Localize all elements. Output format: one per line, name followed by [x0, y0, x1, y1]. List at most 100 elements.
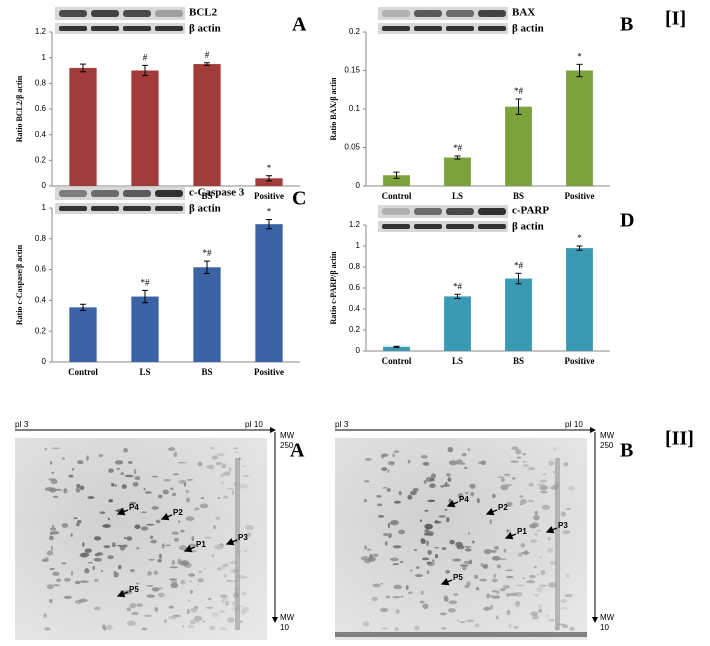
gel-spot — [52, 571, 60, 576]
error-bar — [454, 155, 461, 160]
gel-spot — [464, 466, 468, 470]
y-tick-label: 0.8 — [35, 78, 47, 87]
panel-label: B — [620, 14, 633, 36]
gel-spot — [508, 623, 512, 629]
gel-spot — [505, 569, 514, 572]
gel-spot — [56, 578, 62, 583]
gel-spot — [381, 467, 388, 472]
spot-arrow — [183, 544, 196, 553]
mw-label: MW — [600, 613, 615, 622]
gel-spot — [168, 578, 178, 581]
significance-label: *# — [453, 281, 463, 291]
gel-spot — [114, 484, 117, 487]
gel-spot — [240, 610, 247, 615]
gel-spot — [63, 488, 68, 494]
gel-spot — [475, 587, 480, 591]
gel-spot — [416, 566, 420, 569]
gel-spot — [559, 607, 568, 610]
gel-spot — [107, 517, 110, 521]
gel-spot — [539, 485, 549, 491]
gel-spot — [500, 484, 509, 491]
blot-band — [414, 10, 442, 17]
gel-spot — [140, 526, 149, 531]
gel-spot — [226, 617, 235, 623]
bar — [505, 106, 532, 186]
gel-spot — [136, 603, 143, 607]
blot-band — [91, 26, 119, 31]
bar — [383, 346, 410, 351]
spot-arrow — [440, 577, 453, 586]
gel-spot — [190, 589, 193, 594]
significance-label: *# — [514, 260, 524, 270]
gel-spot — [393, 450, 400, 453]
bar — [69, 67, 97, 186]
gel-spot — [506, 529, 509, 533]
gel-spot — [158, 592, 165, 598]
spot-arrow — [160, 512, 173, 521]
gel-spot — [123, 537, 127, 539]
significance-label: * — [577, 233, 582, 243]
gel-spot — [198, 570, 202, 574]
blot-band — [414, 208, 442, 215]
blot-band — [446, 10, 474, 17]
gel-spot — [50, 545, 54, 552]
bar — [444, 157, 471, 186]
gel-spot — [372, 583, 381, 588]
y-tick-label: 0.6 — [35, 104, 47, 113]
gel-spot — [191, 536, 195, 542]
mw-label: MW — [280, 431, 295, 440]
gel-spot — [221, 564, 226, 570]
bar — [131, 296, 159, 362]
gel-spot — [518, 552, 523, 557]
gel-spot — [78, 598, 88, 603]
gel-spot — [393, 584, 402, 590]
gel-edge — [335, 632, 587, 637]
y-tick-label: 0.8 — [349, 262, 361, 271]
gel-spot — [363, 480, 370, 483]
gel-spot — [77, 460, 84, 465]
gel-spot — [142, 627, 147, 631]
gel-spot — [519, 503, 523, 506]
gel-spot — [563, 462, 569, 467]
gel-spot — [107, 555, 114, 560]
gel-spot — [414, 574, 423, 578]
gel-spot — [197, 461, 203, 467]
blot-background — [55, 7, 185, 20]
spot-arrow — [116, 589, 129, 598]
gel-spot — [464, 584, 470, 589]
gel-spot — [73, 517, 78, 520]
y-axis-label: Ratio BAX/β actin — [329, 77, 338, 140]
gel-spot — [566, 573, 570, 579]
gel-spot — [143, 614, 152, 617]
gel-spot — [111, 482, 115, 487]
gel-spot — [229, 561, 237, 565]
gel-spot — [141, 511, 147, 514]
gel-spot — [70, 533, 73, 537]
blot-background — [55, 23, 185, 34]
x-tick-label: BS — [513, 356, 524, 366]
gel-spot — [100, 569, 103, 573]
blot-band — [59, 10, 87, 17]
gel-spot — [171, 492, 177, 497]
gel-spot — [245, 532, 252, 538]
gel-spot — [426, 540, 429, 547]
gel-spot — [113, 572, 119, 578]
part-label: [I] — [665, 8, 686, 30]
gel-spot — [53, 584, 60, 587]
gel-spot — [506, 609, 511, 616]
gel-spot — [434, 546, 440, 549]
gel-spot — [378, 514, 385, 518]
x-tick-label: BS — [201, 191, 212, 201]
gel-spot — [549, 560, 557, 566]
bar — [505, 278, 532, 351]
gel-spot — [545, 614, 550, 618]
gel-spot — [434, 553, 439, 559]
y-tick-label: 0.4 — [349, 304, 361, 313]
gel-spot — [243, 549, 248, 553]
gel-spot — [117, 564, 122, 570]
gel-spot — [429, 478, 435, 482]
gel-spot — [180, 529, 185, 533]
blot-background — [378, 205, 508, 218]
gel-spot — [245, 524, 254, 531]
gel-streak — [555, 458, 560, 630]
